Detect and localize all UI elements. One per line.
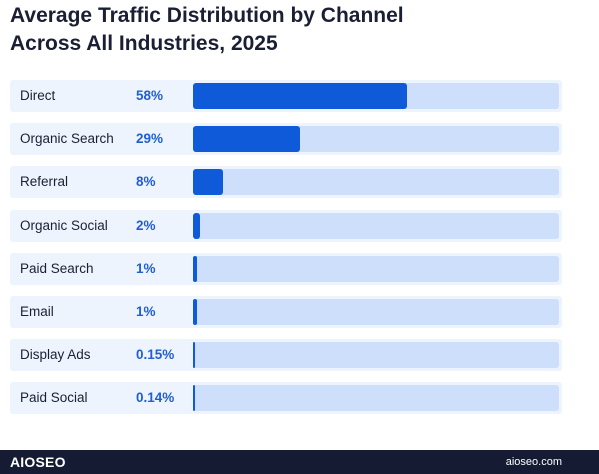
bar [193, 212, 201, 239]
bar-chart: Direct 58% Organic Search 29% Referral 8% Orga… [10, 80, 562, 426]
bar [193, 298, 197, 325]
chart-row: Email 1% [10, 295, 562, 328]
bar [193, 385, 195, 412]
chart-row: Organic Search 29% [10, 123, 562, 156]
category-label: Direct [20, 88, 56, 103]
aioseo-logo: AIOSEO [10, 454, 66, 470]
chart-row: Referral 8% [10, 166, 562, 199]
value-label: 58% [136, 88, 164, 103]
category-label: Organic Social [20, 217, 108, 233]
value-label: 1% [136, 303, 156, 319]
value-label: 0.14% [136, 390, 175, 406]
category-label: Display Ads [20, 347, 91, 363]
chart-row: Paid Social 0.14% [10, 382, 562, 415]
bar [193, 342, 195, 369]
bar [193, 255, 197, 282]
chart-row: Organic Social 2% [10, 209, 562, 242]
value-label: 2% [136, 217, 156, 233]
value-label: 1% [136, 260, 156, 276]
value-label: 8% [136, 174, 156, 190]
value-label: 29% [136, 131, 164, 147]
chart-title: Average Traffic Distribution by Channel … [10, 2, 570, 58]
bar-track [193, 342, 559, 369]
category-label: Paid Search [20, 260, 94, 276]
chart-row: Direct 58% [10, 80, 562, 112]
footer-site-text: aioseo.com [505, 456, 562, 468]
value-label: 0.15% [136, 347, 175, 363]
category-label: Referral [20, 174, 69, 190]
bar-track [193, 83, 559, 109]
bar [193, 83, 407, 109]
bar-track [193, 169, 559, 196]
chart-row: Paid Search 1% [10, 252, 562, 285]
bar [193, 169, 223, 196]
category-label: Paid Social [20, 390, 88, 406]
divider [0, 434, 599, 435]
bar-track [193, 126, 559, 153]
bar-track [193, 255, 559, 282]
category-label: Organic Search [20, 131, 114, 147]
bar-track [193, 212, 559, 239]
chart-row: Display Ads 0.15% [10, 339, 562, 372]
footer-bar: AIOSEO aioseo.com [0, 450, 599, 474]
chart-title-line-1: Average Traffic Distribution by Channel [10, 4, 404, 27]
chart-title-line-2: Across All Industries, 2025 [10, 32, 278, 55]
category-label: Email [20, 303, 54, 319]
bar-track [193, 385, 559, 412]
bar-track [193, 298, 559, 325]
bar [193, 126, 300, 153]
